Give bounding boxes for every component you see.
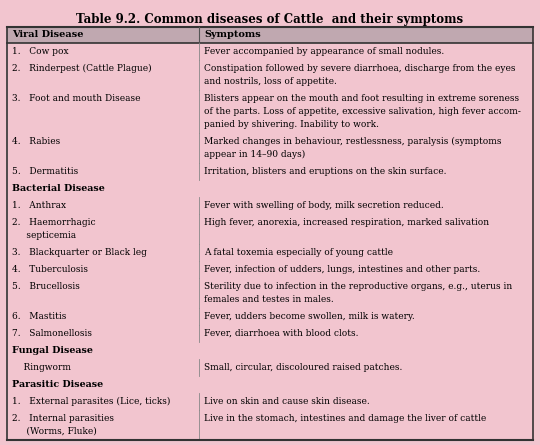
Text: (Worms, Fluke): (Worms, Fluke): [12, 427, 97, 436]
Text: panied by shivering. Inability to work.: panied by shivering. Inability to work.: [204, 120, 379, 129]
Text: 1.   Anthrax: 1. Anthrax: [12, 201, 66, 210]
Text: Constipation followed by severe diarrhoea, discharge from the eyes: Constipation followed by severe diarrhoe…: [204, 64, 516, 73]
Text: 3.   Blackquarter or Black leg: 3. Blackquarter or Black leg: [12, 248, 147, 257]
Text: Fever, diarrhoea with blood clots.: Fever, diarrhoea with blood clots.: [204, 329, 359, 338]
Text: 4.   Tuberculosis: 4. Tuberculosis: [12, 265, 88, 274]
Text: 5.   Dermatitis: 5. Dermatitis: [12, 167, 78, 176]
Text: Symptoms: Symptoms: [204, 30, 261, 39]
Text: Ringworm: Ringworm: [12, 363, 71, 372]
Text: 3.   Foot and mouth Disease: 3. Foot and mouth Disease: [12, 93, 140, 103]
Text: Small, circular, discoloured raised patches.: Small, circular, discoloured raised patc…: [204, 363, 402, 372]
Text: 2.   Internal parasities: 2. Internal parasities: [12, 414, 114, 423]
Text: Live in the stomach, intestines and damage the liver of cattle: Live in the stomach, intestines and dama…: [204, 414, 486, 423]
Text: 1.   External parasites (Lice, ticks): 1. External parasites (Lice, ticks): [12, 397, 171, 406]
Text: 6.   Mastitis: 6. Mastitis: [12, 312, 66, 321]
Text: A fatal toxemia especially of young cattle: A fatal toxemia especially of young catt…: [204, 248, 393, 257]
Text: 2.   Haemorrhagic: 2. Haemorrhagic: [12, 218, 96, 227]
Text: Fever with swelling of body, milk secretion reduced.: Fever with swelling of body, milk secret…: [204, 201, 444, 210]
Text: Fever accompanied by appearance of small nodules.: Fever accompanied by appearance of small…: [204, 47, 444, 56]
Text: Parasitic Disease: Parasitic Disease: [12, 380, 103, 389]
Text: appear in 14–90 days): appear in 14–90 days): [204, 150, 305, 159]
Text: Bacterial Disease: Bacterial Disease: [12, 184, 105, 193]
Text: Marked changes in behaviour, restlessness, paralysis (symptoms: Marked changes in behaviour, restlessnes…: [204, 137, 502, 146]
Text: Sterility due to infection in the reproductive organs, e.g., uterus in: Sterility due to infection in the reprod…: [204, 282, 512, 291]
Text: Table 9.2. Common diseases of Cattle  and their symptoms: Table 9.2. Common diseases of Cattle and…: [77, 13, 463, 26]
Text: High fever, anorexia, increased respiration, marked salivation: High fever, anorexia, increased respirat…: [204, 218, 489, 227]
Text: Fever, infection of udders, lungs, intestines and other parts.: Fever, infection of udders, lungs, intes…: [204, 265, 480, 274]
Text: Irritation, blisters and eruptions on the skin surface.: Irritation, blisters and eruptions on th…: [204, 167, 447, 176]
Text: 2.   Rinderpest (Cattle Plague): 2. Rinderpest (Cattle Plague): [12, 64, 152, 73]
Text: Blisters appear on the mouth and foot resulting in extreme soreness: Blisters appear on the mouth and foot re…: [204, 93, 519, 103]
Text: Live on skin and cause skin disease.: Live on skin and cause skin disease.: [204, 397, 370, 406]
Text: 7.   Salmonellosis: 7. Salmonellosis: [12, 329, 92, 338]
Text: 4.   Rabies: 4. Rabies: [12, 137, 60, 146]
Text: 1.   Cow pox: 1. Cow pox: [12, 47, 69, 56]
Bar: [7, 27, 533, 43]
Text: septicemia: septicemia: [12, 231, 76, 240]
Text: Viral Disease: Viral Disease: [12, 30, 84, 39]
Text: of the parts. Loss of appetite, excessive salivation, high fever accom-: of the parts. Loss of appetite, excessiv…: [204, 107, 521, 116]
Text: and nostrils, loss of appetite.: and nostrils, loss of appetite.: [204, 77, 337, 85]
Text: Fungal Disease: Fungal Disease: [12, 346, 93, 355]
Text: Fever, udders become swollen, milk is watery.: Fever, udders become swollen, milk is wa…: [204, 312, 415, 321]
Text: 5.   Brucellosis: 5. Brucellosis: [12, 282, 80, 291]
Text: females and testes in males.: females and testes in males.: [204, 295, 334, 304]
